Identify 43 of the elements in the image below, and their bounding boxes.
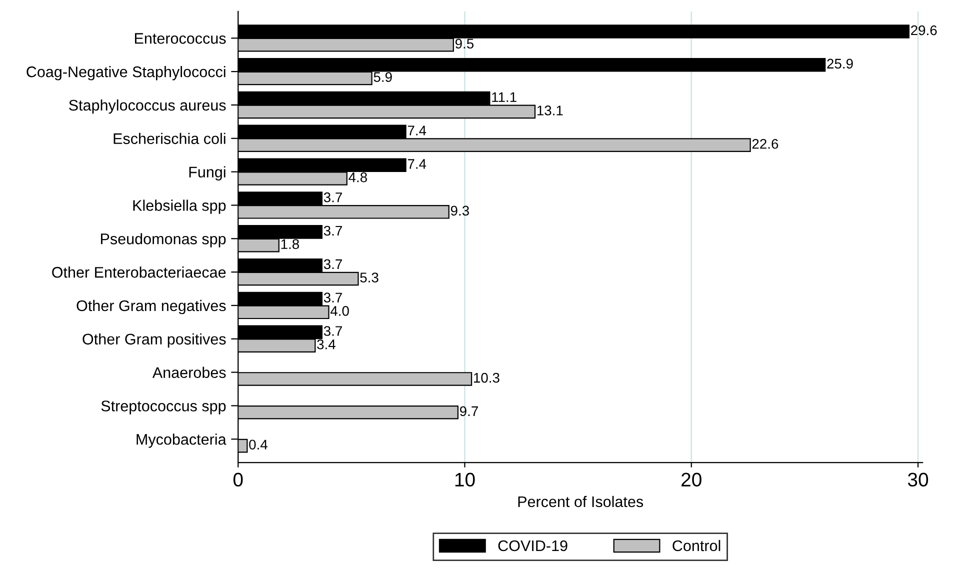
data-label: 29.6 <box>911 25 937 36</box>
data-label: 3.4 <box>317 339 336 350</box>
data-label: 13.1 <box>537 106 563 116</box>
data-label: 0.4 <box>249 440 268 450</box>
data-label: 3.7 <box>324 292 342 303</box>
y-tick-label: Streptococcus spp <box>101 400 226 414</box>
data-label: 5.3 <box>360 272 378 282</box>
data-label: 25.9 <box>827 58 853 69</box>
x-axis-title: Percent of Isolates <box>518 496 644 508</box>
data-label: 3.7 <box>324 192 342 202</box>
data-label: 7.4 <box>408 159 426 169</box>
data-label: 22.6 <box>752 138 778 149</box>
legend-label: Control <box>672 540 720 552</box>
y-tick-label: Other Gram positives <box>82 333 226 348</box>
data-label: 3.7 <box>324 259 342 270</box>
legend-label: COVID-19 <box>498 540 568 552</box>
y-tick-label: Anaerobes <box>152 366 226 378</box>
x-tick-label: 0 <box>233 472 243 487</box>
data-label: 9.7 <box>460 406 478 416</box>
data-label: 7.4 <box>408 126 426 136</box>
y-tick-label: Enterococcus <box>135 33 226 44</box>
y-tick-label: Escherischia coli <box>114 132 226 144</box>
x-tick-label: 20 <box>682 472 702 487</box>
data-label: 1.8 <box>281 239 299 250</box>
data-label: 4.8 <box>348 172 367 182</box>
y-tick-label: Staphylococcus aureus <box>69 99 226 114</box>
data-label: 5.9 <box>374 72 392 82</box>
y-tick-label: Pseudomonas spp <box>101 233 226 248</box>
y-tick-label: Mycobacteria <box>136 434 226 448</box>
y-tick-label: Other Enterobacteriaecae <box>52 266 226 278</box>
data-label: 9.5 <box>455 38 474 49</box>
data-label: 4.0 <box>330 306 349 316</box>
y-tick-label: Other Gram negatives <box>76 300 226 314</box>
y-tick-label: Coag-Negative Staphylococci <box>26 66 226 80</box>
y-tick-label: Fungi <box>189 166 226 181</box>
data-label: 3.7 <box>324 226 342 236</box>
y-tick-label: Klebsiella spp <box>133 200 226 214</box>
data-label: 3.7 <box>324 326 342 336</box>
x-tick-label: 30 <box>908 472 928 487</box>
data-label: 11.1 <box>492 92 516 102</box>
data-label: 9.3 <box>450 206 469 216</box>
x-tick-label: 10 <box>455 472 475 487</box>
data-label: 10.3 <box>474 372 500 383</box>
